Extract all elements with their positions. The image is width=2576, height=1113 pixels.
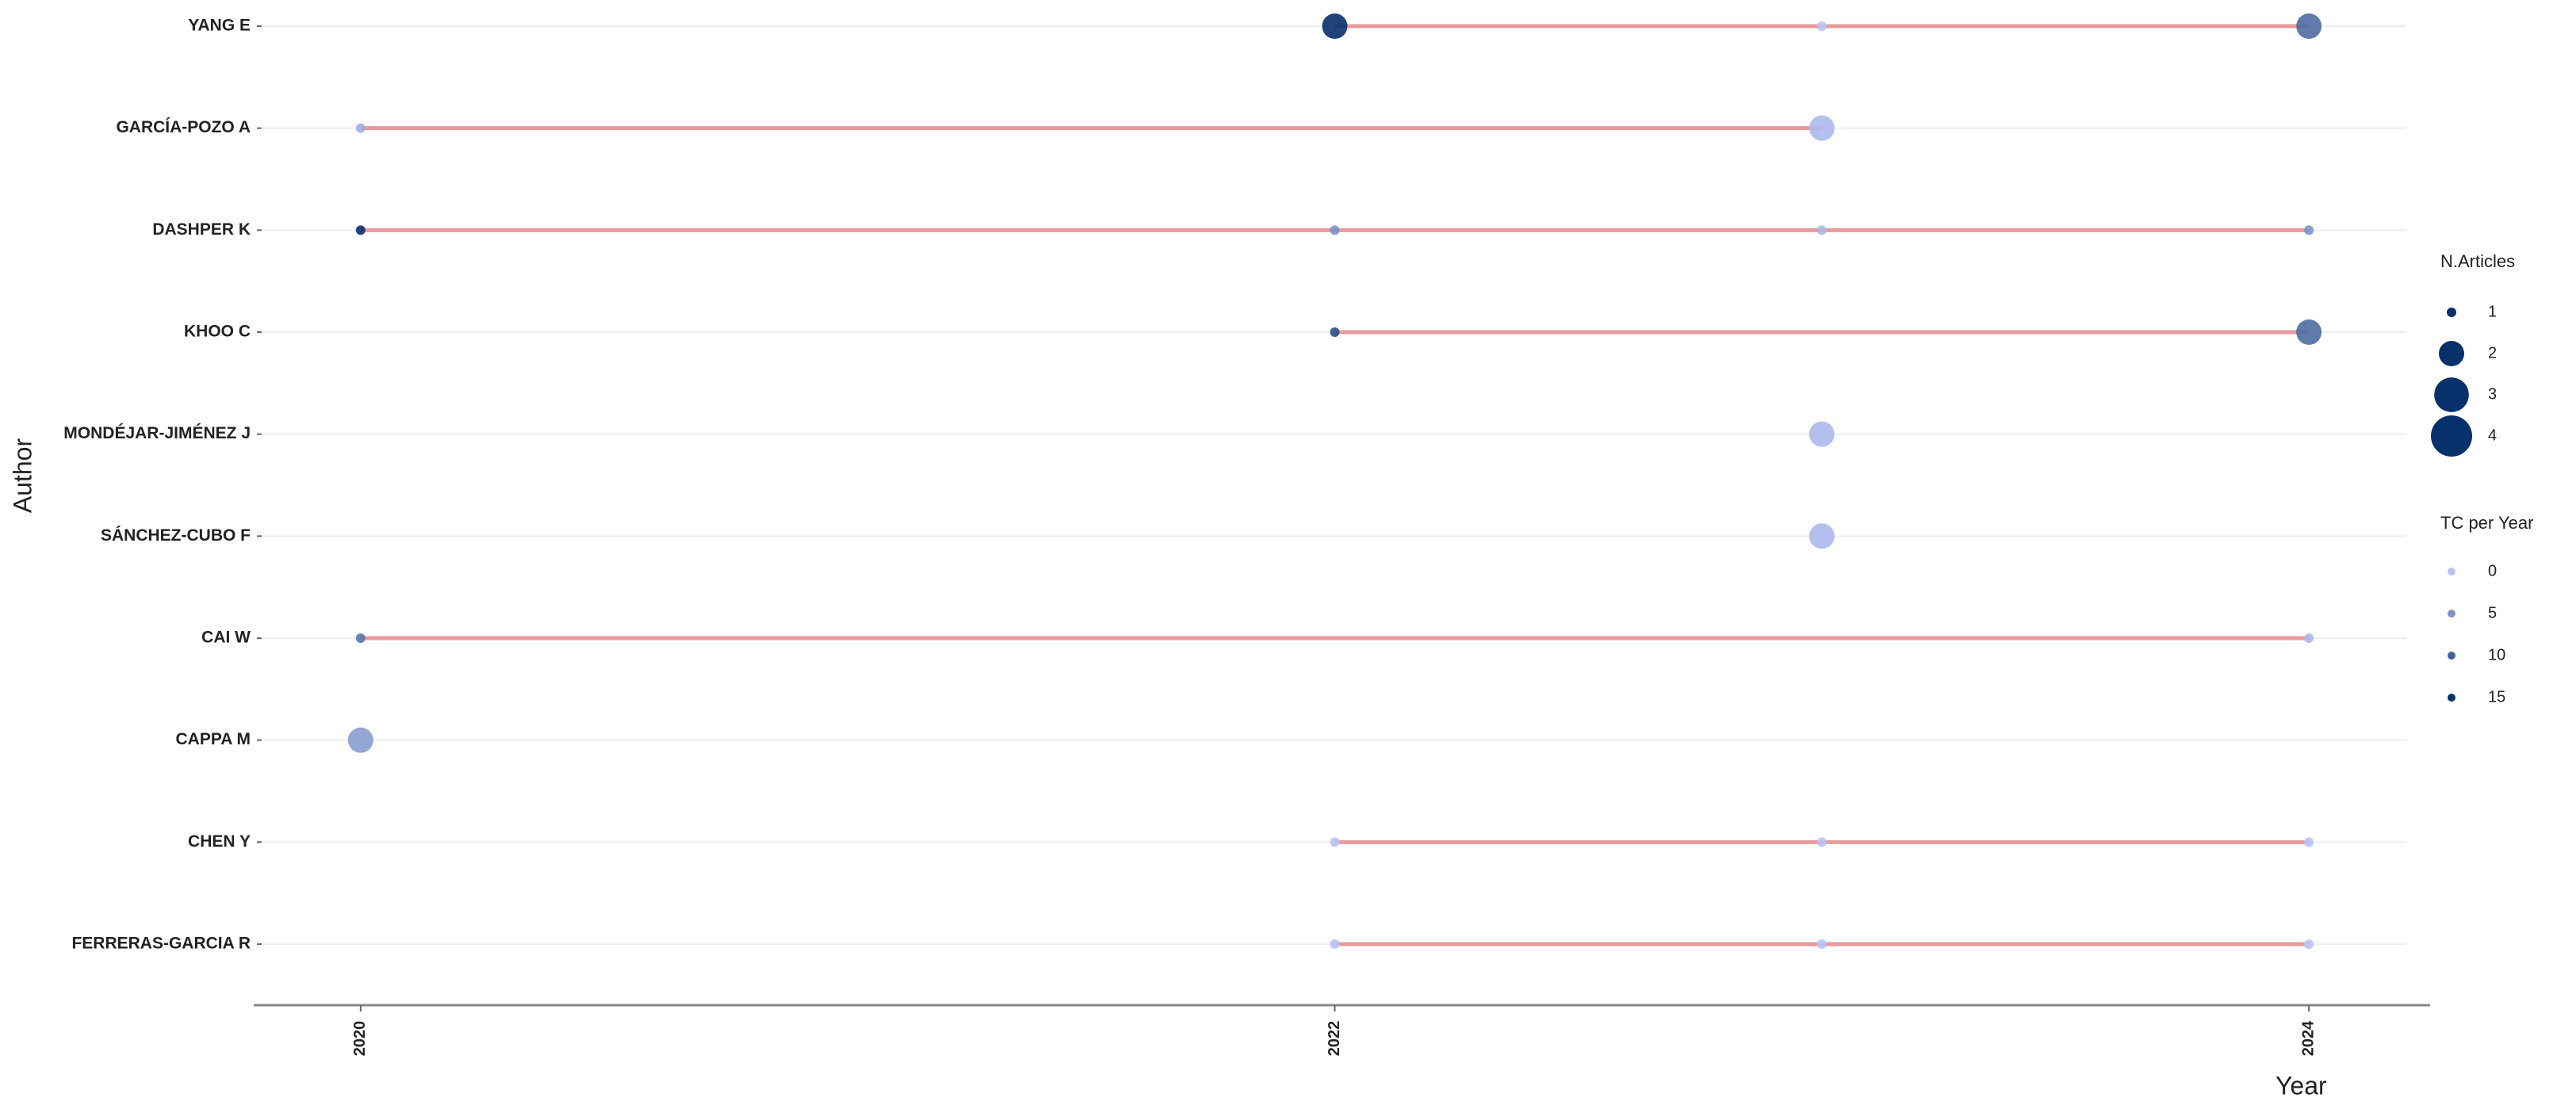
legend-label: 1: [2488, 303, 2497, 320]
legend-color-key: [2448, 568, 2455, 576]
y-tick-label: CHEN Y: [188, 832, 251, 851]
legend-size-key: [2431, 415, 2472, 457]
point: [1330, 939, 1340, 949]
legend-title: N.Articles: [2440, 251, 2515, 271]
x-tick-label: 2020: [351, 1021, 369, 1057]
legend-color-key: [2448, 694, 2455, 702]
y-tick-label: KHOO C: [184, 323, 251, 341]
point: [1809, 421, 1835, 447]
point: [2304, 939, 2314, 949]
x-axis-title: Year: [2276, 1071, 2327, 1100]
legend-title: TC per Year: [2440, 513, 2533, 533]
y-tick-label: FERRERAS-GARCIA R: [71, 935, 251, 953]
legend-label: 5: [2488, 604, 2497, 622]
y-tick-label: CAPPA M: [176, 730, 251, 748]
y-tick-label: YANG E: [188, 17, 251, 35]
legend-color-key: [2448, 652, 2455, 660]
legend-label: 4: [2488, 426, 2497, 444]
y-tick-label: GARCÍA-POZO A: [116, 118, 251, 136]
point: [2296, 13, 2322, 39]
point: [1322, 13, 1348, 39]
point: [347, 727, 373, 753]
point: [1816, 837, 1827, 847]
point: [1809, 115, 1835, 141]
point: [1816, 21, 1827, 31]
legend-size-key: [2447, 308, 2456, 317]
point: [2304, 633, 2314, 643]
legend-label: 2: [2488, 344, 2497, 361]
point: [1330, 225, 1340, 235]
point: [1330, 327, 1340, 337]
y-axis-title: Author: [8, 438, 36, 514]
y-tick-label: MONDÉJAR-JIMÉNEZ J: [63, 424, 251, 442]
legend-label: 15: [2488, 688, 2505, 706]
point: [1809, 523, 1835, 549]
legend-size-key: [2434, 377, 2469, 412]
point: [1330, 837, 1340, 847]
point: [355, 225, 366, 235]
x-tick-label: 2024: [2299, 1020, 2317, 1056]
legend-size-key: [2439, 341, 2464, 366]
point: [355, 123, 366, 133]
y-tick-label: CAI W: [201, 629, 251, 647]
point: [2304, 225, 2314, 235]
point: [2304, 837, 2314, 847]
legend-label: 3: [2488, 385, 2497, 403]
legend-label: 10: [2488, 646, 2505, 664]
y-tick-label: SÁNCHEZ-CUBO F: [101, 526, 251, 545]
point: [2296, 319, 2322, 345]
point: [355, 633, 366, 643]
y-tick-label: DASHPER K: [152, 220, 251, 239]
legend-label: 0: [2488, 562, 2497, 579]
x-tick-label: 2022: [1326, 1021, 1343, 1057]
point: [1816, 225, 1827, 235]
legend-color-key: [2448, 610, 2455, 618]
point: [1816, 939, 1827, 949]
